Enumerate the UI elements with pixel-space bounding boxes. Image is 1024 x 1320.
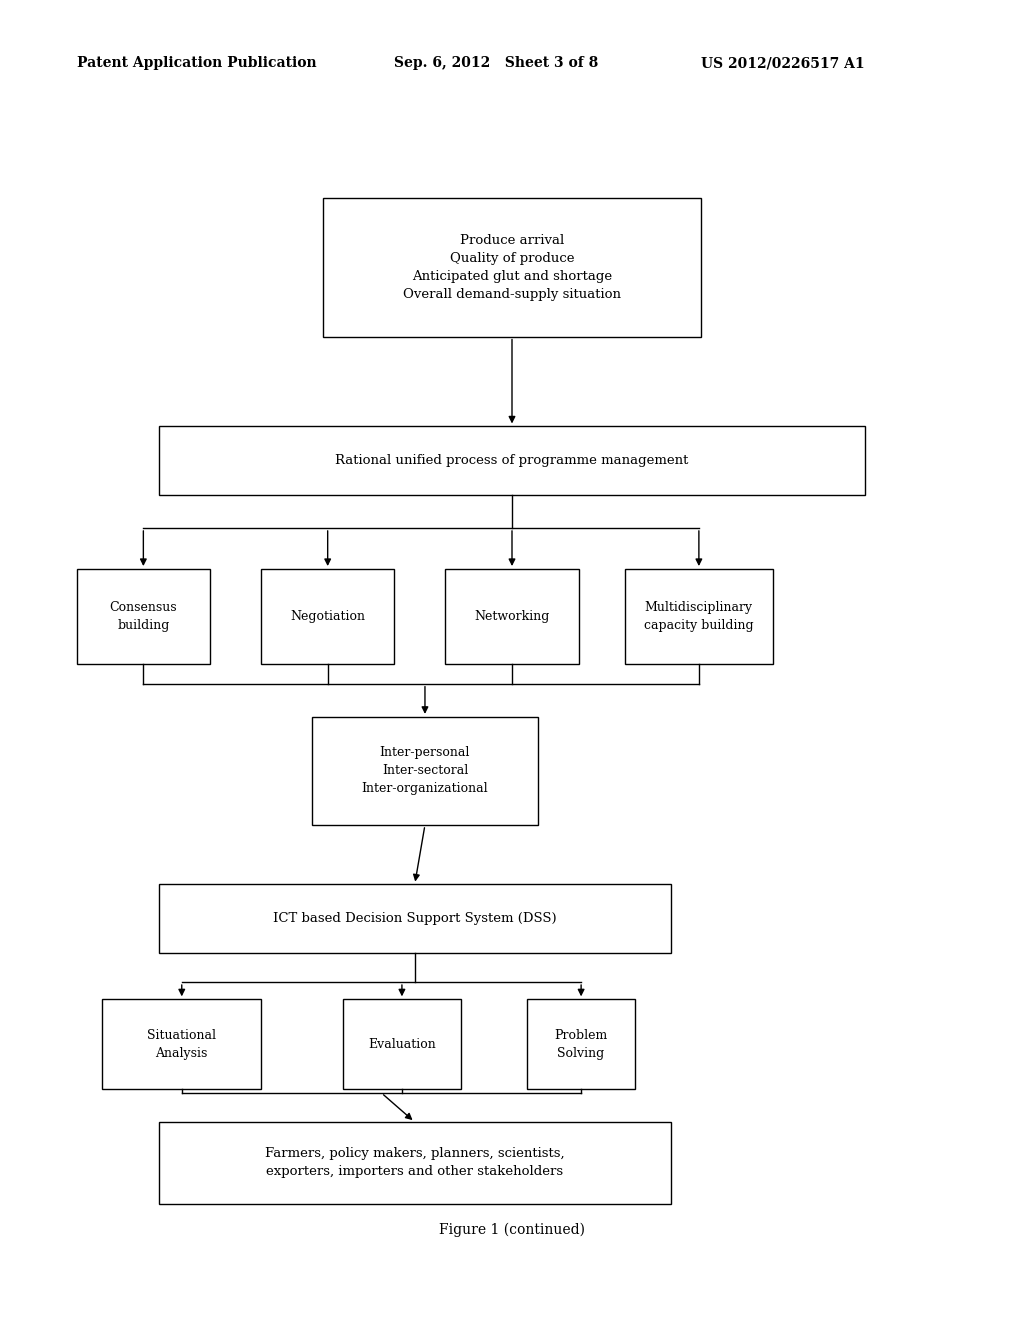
- Text: Situational
Analysis: Situational Analysis: [147, 1028, 216, 1060]
- FancyBboxPatch shape: [159, 1122, 671, 1204]
- FancyBboxPatch shape: [261, 569, 394, 664]
- FancyBboxPatch shape: [323, 198, 701, 337]
- FancyBboxPatch shape: [102, 999, 261, 1089]
- FancyBboxPatch shape: [445, 569, 579, 664]
- Text: Negotiation: Negotiation: [290, 610, 366, 623]
- Text: Figure 1 (continued): Figure 1 (continued): [439, 1224, 585, 1237]
- Text: Rational unified process of programme management: Rational unified process of programme ma…: [335, 454, 689, 467]
- Text: Patent Application Publication: Patent Application Publication: [77, 57, 316, 70]
- Text: Consensus
building: Consensus building: [110, 601, 177, 632]
- Text: Sep. 6, 2012   Sheet 3 of 8: Sep. 6, 2012 Sheet 3 of 8: [394, 57, 598, 70]
- Text: Problem
Solving: Problem Solving: [554, 1028, 608, 1060]
- FancyBboxPatch shape: [343, 999, 461, 1089]
- Text: US 2012/0226517 A1: US 2012/0226517 A1: [701, 57, 865, 70]
- FancyBboxPatch shape: [312, 717, 538, 825]
- Text: Networking: Networking: [474, 610, 550, 623]
- Text: Multidisciplinary
capacity building: Multidisciplinary capacity building: [644, 601, 754, 632]
- FancyBboxPatch shape: [159, 884, 671, 953]
- Text: Produce arrival
Quality of produce
Anticipated glut and shortage
Overall demand-: Produce arrival Quality of produce Antic…: [403, 234, 621, 301]
- FancyBboxPatch shape: [625, 569, 773, 664]
- Text: Farmers, policy makers, planners, scientists,
exporters, importers and other sta: Farmers, policy makers, planners, scient…: [265, 1147, 564, 1179]
- Text: Inter-personal
Inter-sectoral
Inter-organizational: Inter-personal Inter-sectoral Inter-orga…: [361, 746, 488, 796]
- Text: Evaluation: Evaluation: [368, 1038, 436, 1051]
- Text: ICT based Decision Support System (DSS): ICT based Decision Support System (DSS): [273, 912, 556, 925]
- FancyBboxPatch shape: [527, 999, 635, 1089]
- FancyBboxPatch shape: [77, 569, 210, 664]
- FancyBboxPatch shape: [159, 426, 865, 495]
